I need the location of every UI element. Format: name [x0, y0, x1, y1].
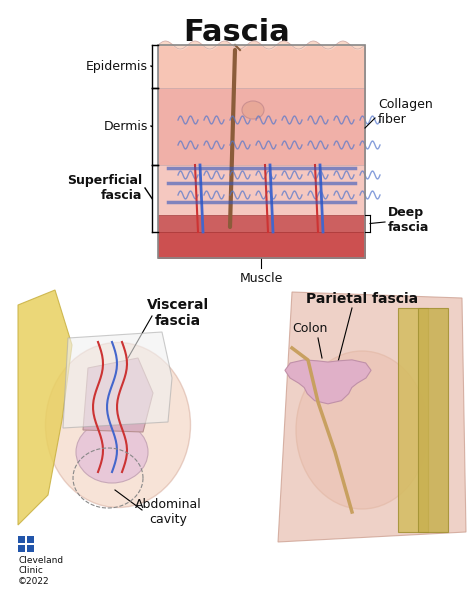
Polygon shape [278, 292, 466, 542]
Text: Fascia: Fascia [183, 18, 291, 47]
Polygon shape [158, 45, 365, 88]
Bar [18, 545, 25, 552]
Polygon shape [418, 308, 448, 532]
Text: Deep
fascia: Deep fascia [388, 206, 429, 234]
Polygon shape [158, 165, 365, 215]
Polygon shape [63, 332, 172, 428]
Text: Muscle: Muscle [239, 272, 283, 285]
Text: Colon: Colon [292, 322, 328, 335]
Ellipse shape [242, 101, 264, 119]
Polygon shape [18, 290, 72, 525]
Text: Dermis: Dermis [104, 119, 148, 133]
Text: Superficial
fascia: Superficial fascia [67, 174, 142, 202]
Ellipse shape [76, 421, 148, 483]
Ellipse shape [296, 351, 428, 509]
Bar [27, 536, 34, 543]
Polygon shape [158, 88, 365, 165]
Polygon shape [158, 232, 365, 258]
Polygon shape [158, 215, 365, 232]
Polygon shape [285, 360, 371, 404]
Bar [18, 536, 25, 543]
Text: Collagen
fiber: Collagen fiber [378, 98, 433, 126]
Polygon shape [398, 308, 428, 532]
Text: Visceral
fascia: Visceral fascia [147, 298, 209, 328]
Text: Epidermis: Epidermis [86, 59, 148, 72]
Polygon shape [83, 358, 153, 432]
Text: Cleveland
Clinic
©2022: Cleveland Clinic ©2022 [18, 556, 63, 586]
Ellipse shape [46, 343, 191, 507]
Bar [27, 545, 34, 552]
Text: Parietal fascia: Parietal fascia [306, 292, 418, 306]
Text: Abdominal
cavity: Abdominal cavity [135, 498, 201, 526]
